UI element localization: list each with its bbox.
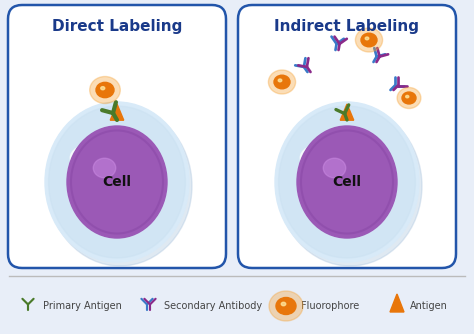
Ellipse shape	[100, 87, 105, 90]
Ellipse shape	[48, 106, 192, 266]
Ellipse shape	[276, 298, 296, 315]
Ellipse shape	[365, 37, 369, 40]
Ellipse shape	[356, 28, 383, 52]
Ellipse shape	[361, 33, 377, 47]
FancyBboxPatch shape	[238, 5, 456, 268]
Ellipse shape	[93, 158, 116, 178]
Text: Fluorophore: Fluorophore	[301, 301, 359, 311]
Polygon shape	[390, 294, 404, 312]
Ellipse shape	[274, 75, 290, 89]
Ellipse shape	[90, 76, 120, 104]
Ellipse shape	[70, 144, 113, 172]
Ellipse shape	[278, 106, 422, 266]
Ellipse shape	[45, 102, 189, 262]
Text: Antigen: Antigen	[410, 301, 448, 311]
Text: Direct Labeling: Direct Labeling	[52, 19, 182, 34]
Ellipse shape	[96, 82, 114, 98]
Ellipse shape	[397, 88, 421, 109]
Ellipse shape	[67, 126, 167, 238]
Polygon shape	[340, 104, 354, 120]
Text: Cell: Cell	[102, 175, 131, 189]
Ellipse shape	[279, 106, 415, 258]
Ellipse shape	[49, 106, 185, 258]
Ellipse shape	[323, 158, 346, 178]
Polygon shape	[110, 104, 124, 120]
Ellipse shape	[268, 70, 296, 94]
Text: Primary Antigen: Primary Antigen	[43, 301, 122, 311]
Ellipse shape	[406, 96, 409, 98]
Text: Indirect Labeling: Indirect Labeling	[274, 19, 419, 34]
Text: Cell: Cell	[332, 175, 362, 189]
Text: Secondary Antibody: Secondary Antibody	[164, 301, 262, 311]
Ellipse shape	[269, 291, 303, 321]
Ellipse shape	[300, 144, 343, 172]
Ellipse shape	[275, 102, 419, 262]
Ellipse shape	[278, 79, 282, 82]
Ellipse shape	[281, 302, 286, 306]
Ellipse shape	[297, 126, 397, 238]
FancyBboxPatch shape	[8, 5, 226, 268]
Ellipse shape	[402, 92, 416, 104]
